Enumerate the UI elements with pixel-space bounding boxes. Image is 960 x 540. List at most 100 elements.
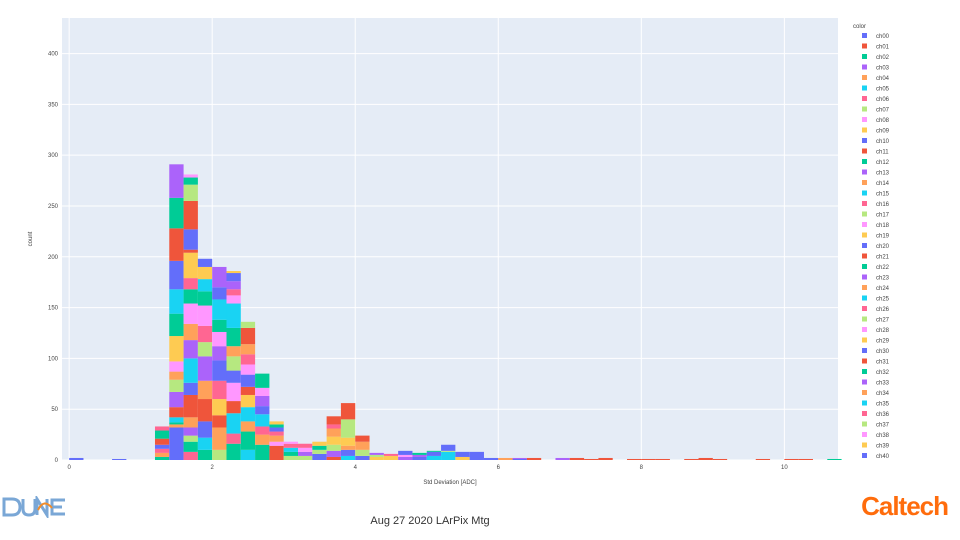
histogram-bar-segment[interactable]: [197, 266, 213, 280]
histogram-bar-segment[interactable]: [240, 449, 256, 460]
histogram-bar-segment[interactable]: [255, 373, 270, 388]
histogram-bar-segment[interactable]: [326, 450, 341, 457]
histogram-bar-segment[interactable]: [154, 444, 170, 449]
histogram-bar-segment[interactable]: [183, 278, 198, 290]
legend-swatch[interactable]: [862, 232, 867, 238]
legend-entry-label[interactable]: ch02: [876, 55, 890, 61]
legend-swatch[interactable]: [862, 348, 867, 353]
histogram-bar-segment[interactable]: [226, 382, 241, 402]
histogram-bar-segment[interactable]: [369, 452, 384, 455]
histogram-bar-segment[interactable]: [512, 457, 527, 459]
histogram-bar-segment[interactable]: [455, 456, 470, 460]
histogram-bar-segment[interactable]: [455, 451, 470, 457]
histogram-bar-segment[interactable]: [183, 441, 198, 452]
histogram-bar-segment[interactable]: [169, 422, 184, 425]
histogram-bar-segment[interactable]: [798, 458, 813, 460]
histogram-bar-segment[interactable]: [197, 342, 213, 357]
histogram-bar-segment[interactable]: [154, 452, 170, 457]
histogram-bar-segment[interactable]: [154, 430, 170, 439]
histogram-bar-segment[interactable]: [169, 361, 184, 372]
histogram-bar-segment[interactable]: [197, 325, 213, 343]
histogram-bar-segment[interactable]: [169, 228, 184, 261]
legend-swatch[interactable]: [862, 106, 867, 112]
histogram-bar-segment[interactable]: [526, 457, 542, 460]
legend-swatch[interactable]: [862, 274, 867, 280]
legend-entry-label[interactable]: ch40: [876, 454, 890, 460]
legend-swatch[interactable]: [862, 337, 867, 343]
legend-swatch[interactable]: [862, 253, 867, 259]
histogram-bar-segment[interactable]: [197, 258, 213, 267]
histogram-bar-segment[interactable]: [226, 303, 241, 328]
histogram-bar-segment[interactable]: [269, 421, 284, 425]
legend-swatch[interactable]: [862, 306, 867, 311]
histogram-bar-segment[interactable]: [183, 382, 198, 395]
legend-swatch[interactable]: [862, 43, 867, 49]
legend-entry-label[interactable]: ch15: [876, 192, 890, 198]
histogram-bar-segment[interactable]: [283, 451, 299, 456]
legend-entry-label[interactable]: ch37: [876, 423, 890, 429]
histogram-bar-segment[interactable]: [269, 441, 284, 446]
histogram-bar-segment[interactable]: [441, 444, 456, 451]
histogram-bar-segment[interactable]: [169, 379, 184, 392]
histogram-bar-segment[interactable]: [183, 174, 198, 178]
histogram-bar-segment[interactable]: [183, 435, 198, 442]
legend-entry-label[interactable]: ch13: [876, 171, 890, 177]
legend-swatch[interactable]: [862, 379, 867, 385]
histogram-bar-segment[interactable]: [412, 454, 427, 457]
histogram-bar-segment[interactable]: [240, 386, 256, 395]
histogram-bar-segment[interactable]: [340, 419, 356, 438]
legend-entry-label[interactable]: ch06: [876, 97, 890, 103]
histogram-bar-segment[interactable]: [255, 395, 270, 407]
legend-entry-label[interactable]: ch16: [876, 202, 890, 208]
legend-entry-label[interactable]: ch25: [876, 297, 890, 303]
legend-swatch[interactable]: [862, 222, 867, 227]
histogram-bar-segment[interactable]: [398, 456, 413, 460]
legend-swatch[interactable]: [862, 75, 867, 80]
histogram-bar-segment[interactable]: [197, 399, 213, 422]
legend-entry-label[interactable]: ch20: [876, 244, 890, 250]
histogram-bar-segment[interactable]: [627, 458, 642, 460]
histogram-bar-segment[interactable]: [355, 449, 370, 456]
histogram-bar-segment[interactable]: [240, 407, 256, 422]
histogram-bar-segment[interactable]: [183, 358, 198, 383]
histogram-bar-segment[interactable]: [112, 458, 127, 460]
legend-swatch[interactable]: [862, 316, 867, 322]
legend-entry-label[interactable]: ch32: [876, 370, 890, 376]
legend-swatch[interactable]: [862, 54, 867, 59]
legend-swatch[interactable]: [862, 159, 867, 164]
histogram-bar-segment[interactable]: [255, 426, 270, 435]
histogram-bar-segment[interactable]: [355, 435, 370, 442]
histogram-bar-segment[interactable]: [154, 448, 170, 453]
histogram-bar-segment[interactable]: [269, 445, 284, 460]
histogram-bar-segment[interactable]: [283, 443, 299, 448]
histogram-bar-segment[interactable]: [255, 387, 270, 396]
histogram-bar-segment[interactable]: [355, 455, 370, 460]
histogram-bar-segment[interactable]: [183, 340, 198, 359]
histogram-bar-segment[interactable]: [183, 394, 198, 418]
histogram-bar-segment[interactable]: [441, 450, 456, 452]
legend-swatch[interactable]: [862, 190, 867, 196]
histogram-bar-segment[interactable]: [169, 313, 184, 337]
histogram-bar-segment[interactable]: [212, 319, 227, 332]
histogram-bar-segment[interactable]: [269, 427, 284, 432]
legend-entry-label[interactable]: ch00: [876, 34, 890, 40]
histogram-bar-segment[interactable]: [226, 295, 241, 304]
histogram-bar-segment[interactable]: [226, 271, 241, 274]
histogram-bar-segment[interactable]: [684, 458, 699, 460]
legend[interactable]: color ch00 ch01 ch02 ch03 ch04 ch05 ch06 ch07 ch…: [853, 24, 890, 460]
histogram-bar-segment[interactable]: [183, 229, 198, 250]
histogram-bar-segment[interactable]: [383, 455, 399, 460]
legend-swatch[interactable]: [862, 148, 867, 154]
legend-entry-label[interactable]: ch23: [876, 276, 890, 282]
histogram-bar-segment[interactable]: [698, 457, 713, 460]
histogram-bar-segment[interactable]: [183, 252, 198, 279]
legend-entry-label[interactable]: ch03: [876, 66, 890, 72]
histogram-bar-segment[interactable]: [169, 289, 184, 314]
histogram-bar-segment[interactable]: [169, 260, 184, 290]
histogram-bar-segment[interactable]: [197, 291, 213, 306]
legend-entry-label[interactable]: ch29: [876, 339, 890, 345]
histogram-bar-segment[interactable]: [398, 454, 413, 457]
legend-swatch[interactable]: [862, 421, 867, 427]
histogram-bar-segment[interactable]: [755, 458, 771, 460]
legend-swatch[interactable]: [862, 85, 867, 91]
